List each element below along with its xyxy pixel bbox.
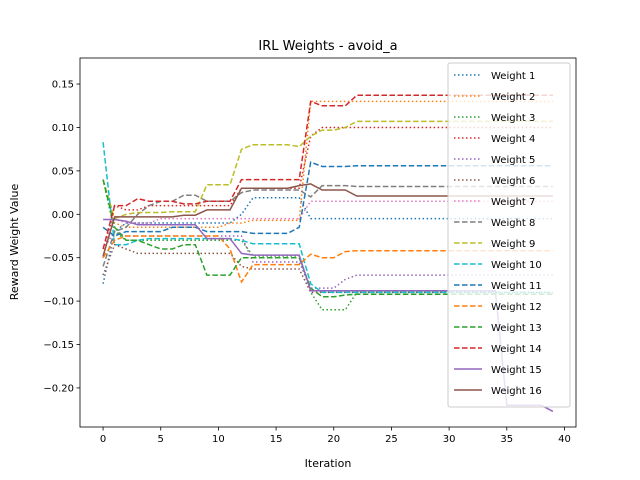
y-tick-label: 0.10 [52, 123, 74, 134]
x-tick-label: 40 [558, 434, 571, 445]
legend-label-16: Weight 16 [491, 386, 542, 397]
y-tick-label: −0.15 [43, 340, 74, 351]
series-line-7 [102, 200, 553, 250]
legend: Weight 1 Weight 2 Weight 3 Weight 4 Weight 5… [447, 62, 571, 408]
legend-label-3: Weight 3 [491, 113, 535, 124]
legend-label-10: Weight 10 [491, 260, 542, 271]
plot-frame [79, 57, 577, 428]
series-line-12 [102, 235, 553, 284]
series-line-8 [102, 184, 553, 267]
legend-label-15: Weight 15 [491, 365, 542, 376]
legend-label-4: Weight 4 [491, 134, 535, 145]
x-tick-label: 20 [327, 434, 340, 445]
x-tick-label: 30 [443, 434, 456, 445]
legend-label-8: Weight 8 [491, 218, 535, 229]
x-tick-label: 35 [500, 434, 513, 445]
series-line-6 [102, 243, 553, 294]
legend-label-14: Weight 14 [491, 344, 542, 355]
y-tick-label: −0.10 [43, 297, 74, 308]
legend-label-11: Weight 11 [491, 281, 542, 292]
y-tick-label: 0.00 [52, 210, 74, 221]
legend-label-1: Weight 1 [491, 71, 535, 82]
x-tick-label: 5 [158, 434, 164, 445]
chart-title: IRL Weights - avoid_a [258, 39, 397, 54]
x-tick-label: 25 [385, 434, 398, 445]
y-tick-label: −0.05 [43, 253, 74, 264]
y-tick-label: 0.15 [52, 80, 74, 91]
x-axis-label: Iteration [305, 457, 352, 470]
legend-label-13: Weight 13 [491, 323, 542, 334]
legend-label-12: Weight 12 [491, 302, 542, 313]
y-tick-label: 0.05 [52, 166, 74, 177]
y-axis-label: Reward Weight Value [8, 184, 21, 301]
x-tick-label: 10 [212, 434, 225, 445]
legend-label-7: Weight 7 [491, 197, 535, 208]
axes-layer: 0 5 10 15 20 25 30 35 40 −0.20 −0.15 −0.10 −0.05 0.00… [43, 57, 577, 445]
legend-label-9: Weight 9 [491, 239, 535, 250]
x-tick-label: 15 [270, 434, 283, 445]
series-line-1 [102, 197, 553, 284]
series-line-2 [102, 100, 553, 229]
y-tick-label: −0.20 [43, 383, 74, 394]
x-tick-label: 0 [100, 434, 106, 445]
legend-label-5: Weight 5 [491, 155, 535, 166]
legend-box [447, 62, 571, 408]
legend-label-2: Weight 2 [491, 92, 535, 103]
legend-label-6: Weight 6 [491, 176, 535, 187]
